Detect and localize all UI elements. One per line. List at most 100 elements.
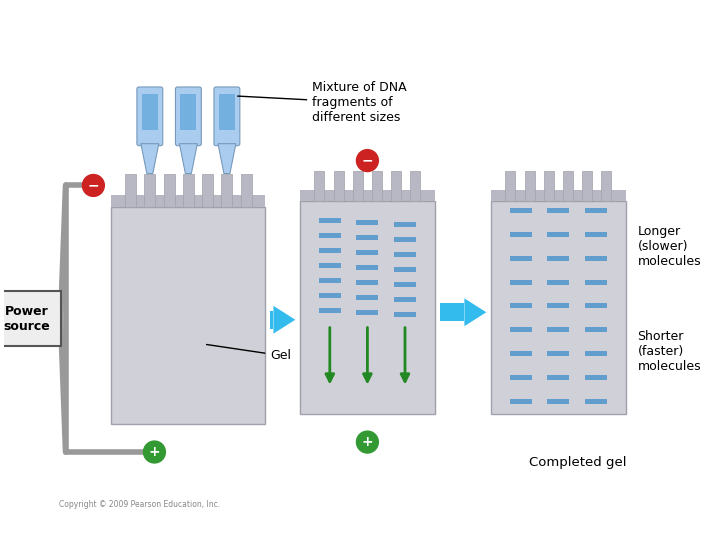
Bar (510, 399, 531, 403)
Bar (356, 220, 378, 225)
Text: Power
source: Power source (4, 305, 50, 333)
Bar (372, 171, 382, 201)
Polygon shape (218, 144, 236, 173)
Text: Mixture of DNA
fragments of
different sizes: Mixture of DNA fragments of different si… (238, 81, 407, 124)
Polygon shape (141, 144, 159, 173)
Bar (547, 280, 570, 285)
Bar (183, 173, 194, 207)
Bar (319, 278, 341, 283)
Bar (319, 308, 341, 313)
Bar (547, 232, 570, 237)
Text: Copyright © 2009 Pearson Education, Inc.: Copyright © 2009 Pearson Education, Inc. (58, 500, 220, 509)
Bar (563, 171, 573, 201)
Bar (547, 399, 570, 403)
Text: −: − (88, 178, 99, 192)
Bar (547, 208, 570, 213)
Bar (394, 222, 416, 227)
Bar (510, 351, 531, 356)
Bar (356, 310, 378, 315)
Bar (112, 195, 266, 207)
Bar (300, 201, 435, 414)
Bar (163, 173, 174, 207)
Bar (394, 297, 416, 302)
Bar (391, 171, 401, 201)
FancyBboxPatch shape (137, 87, 163, 146)
Bar (181, 94, 197, 130)
FancyBboxPatch shape (176, 87, 202, 146)
Text: Gel: Gel (207, 345, 292, 362)
Bar (510, 232, 531, 237)
Bar (142, 94, 158, 130)
Bar (219, 94, 235, 130)
Bar (125, 173, 136, 207)
Circle shape (143, 441, 166, 463)
Bar (510, 303, 531, 308)
Bar (410, 171, 420, 201)
Bar (510, 375, 531, 380)
Circle shape (83, 174, 104, 197)
Text: −: − (361, 153, 373, 167)
Bar (547, 375, 570, 380)
Bar (510, 208, 531, 213)
Text: Shorter
(faster)
molecules: Shorter (faster) molecules (637, 330, 701, 373)
Bar (582, 171, 592, 201)
Bar (144, 173, 156, 207)
Bar (585, 280, 607, 285)
Bar (601, 171, 611, 201)
Bar (547, 351, 570, 356)
Bar (491, 191, 626, 201)
Bar (319, 293, 341, 298)
Bar (319, 263, 341, 268)
Text: +: + (148, 445, 161, 459)
Polygon shape (274, 306, 295, 334)
Bar (222, 173, 233, 207)
Bar (544, 171, 554, 201)
Bar (319, 233, 341, 238)
Bar (510, 280, 531, 285)
FancyBboxPatch shape (214, 87, 240, 146)
Bar (394, 312, 416, 317)
Bar (394, 282, 416, 287)
Circle shape (356, 150, 378, 172)
Text: Completed gel: Completed gel (528, 456, 626, 469)
Bar (547, 327, 570, 332)
Bar (356, 250, 378, 255)
Bar (319, 218, 341, 223)
Bar (394, 252, 416, 257)
Bar (271, 311, 274, 329)
Bar (240, 173, 252, 207)
Bar (356, 295, 378, 300)
Text: Longer
(slower)
molecules: Longer (slower) molecules (637, 225, 701, 268)
Bar (319, 248, 341, 253)
Bar (585, 232, 607, 237)
Circle shape (356, 431, 378, 453)
Bar (202, 173, 213, 207)
Bar (547, 256, 570, 261)
Bar (333, 171, 343, 201)
Bar (315, 171, 325, 201)
Bar (112, 207, 266, 424)
Bar (394, 267, 416, 272)
Bar (356, 265, 378, 270)
Bar (510, 327, 531, 332)
Bar (547, 303, 570, 308)
Bar (394, 237, 416, 242)
Bar (491, 201, 626, 414)
Bar (356, 280, 378, 285)
Text: +: + (361, 435, 373, 449)
Bar (525, 171, 534, 201)
Bar (585, 303, 607, 308)
Bar (585, 208, 607, 213)
Bar (0, 292, 60, 346)
Polygon shape (179, 144, 197, 173)
Bar (300, 191, 435, 201)
Polygon shape (464, 298, 486, 326)
Bar (505, 171, 516, 201)
Bar (585, 375, 607, 380)
Bar (585, 327, 607, 332)
Bar (356, 235, 378, 240)
Bar (585, 351, 607, 356)
Bar (585, 399, 607, 403)
Bar (439, 303, 464, 321)
Bar (510, 256, 531, 261)
